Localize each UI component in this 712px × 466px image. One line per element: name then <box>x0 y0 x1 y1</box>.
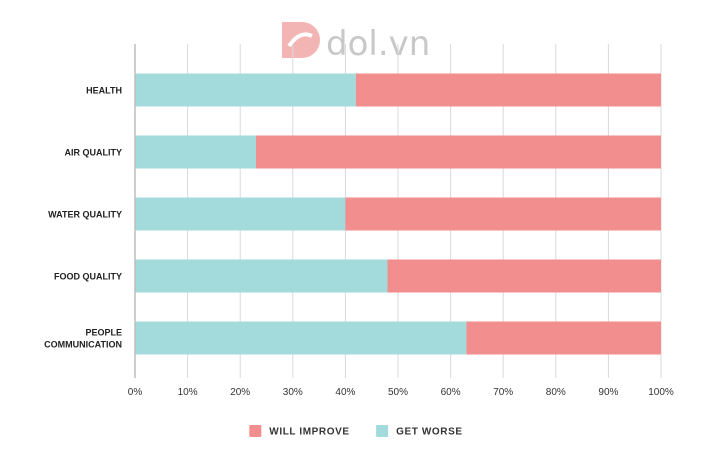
category-label: HEALTH <box>86 86 122 96</box>
category-label: WATER QUALITY <box>48 210 122 220</box>
x-tick-label: 30% <box>283 387 303 398</box>
bar-will-improve <box>466 321 661 355</box>
legend-swatch <box>249 425 262 437</box>
bar-get-worse <box>135 135 256 169</box>
legend: WILL IMPROVE GET WORSE <box>249 425 462 438</box>
x-tick-label: 40% <box>335 387 355 398</box>
bar-will-improve <box>355 73 661 107</box>
watermark-logo: dol.vn <box>282 22 430 64</box>
logo-mark <box>282 22 320 58</box>
category-label: PEOPLE <box>85 328 122 338</box>
x-tick-label: 90% <box>598 387 618 398</box>
bar-get-worse <box>135 321 467 355</box>
x-tick-label: 50% <box>388 387 408 398</box>
category-labels: HEALTH AIR QUALITY WATER QUALITY FOOD QUALI… <box>44 86 122 350</box>
category-label: AIR QUALITY <box>65 148 123 158</box>
bar-get-worse <box>135 73 356 107</box>
bar-get-worse <box>135 259 388 293</box>
x-tick-label: 70% <box>493 387 513 398</box>
x-tick-label: 60% <box>441 387 461 398</box>
category-label: FOOD QUALITY <box>54 272 122 282</box>
x-tick-label: 80% <box>546 387 566 398</box>
x-tick-label: 10% <box>178 387 198 398</box>
x-tick-label: 0% <box>128 387 143 398</box>
legend-swatch <box>376 425 389 437</box>
bar-will-improve <box>255 135 662 169</box>
category-label: COMMUNICATION <box>44 340 122 350</box>
bar-will-improve <box>387 259 661 293</box>
legend-label: WILL IMPROVE <box>269 427 349 438</box>
legend-label: GET WORSE <box>396 427 463 438</box>
bars <box>135 73 662 355</box>
x-tick-label: 20% <box>230 387 250 398</box>
x-tick-labels: 0% 10% 20% 30% 40% 50% 60% 70% 80% 90% 100% <box>128 387 674 398</box>
bar-get-worse <box>135 197 346 231</box>
x-tick-label: 100% <box>648 387 674 398</box>
watermark-text: dol.vn <box>326 24 430 64</box>
bar-will-improve <box>345 197 661 231</box>
logo-mark-cut <box>287 32 313 48</box>
